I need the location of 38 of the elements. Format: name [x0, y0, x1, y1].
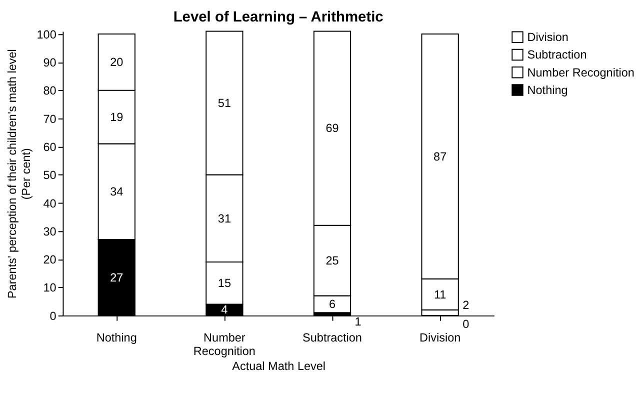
data-label: 25: [326, 254, 340, 268]
y-tick-label: 20: [43, 254, 57, 267]
y-tick-label: 0: [50, 310, 57, 323]
data-label: 87: [434, 150, 447, 164]
y-tick-label: 50: [43, 169, 57, 182]
x-tick-label: Number Recognition: [193, 331, 256, 358]
legend-label: Number Recognition: [527, 66, 634, 80]
data-label: 0: [462, 318, 470, 332]
y-tick-label: 10: [43, 282, 57, 295]
chart-title: Level of Learning – Arithmetic: [173, 9, 384, 26]
y-tick-label: 70: [43, 112, 57, 126]
y-tick-label: 90: [43, 56, 57, 70]
y-tick-label: 100: [36, 28, 57, 42]
y-tick-label: 30: [43, 225, 57, 238]
data-label: 6: [328, 298, 336, 312]
data-label: 1: [354, 315, 362, 328]
data-label: 51: [218, 96, 231, 110]
y-tick-label: 40: [43, 197, 57, 210]
y-axis-title: Parents' perception of their children's math level (Per cent): [6, 49, 33, 299]
data-label: 2: [462, 298, 470, 312]
data-label: 34: [110, 186, 124, 199]
data-label: 15: [218, 277, 232, 290]
x-tick-label: Subtraction: [302, 331, 362, 344]
x-axis-title: Actual Math Level: [232, 360, 326, 373]
x-tick-label: Division: [419, 331, 461, 344]
legend-label: Division: [527, 31, 568, 44]
data-label: 4: [221, 304, 228, 317]
x-tick-label: Nothing: [96, 331, 137, 344]
data-label: 20: [110, 56, 124, 70]
data-label: 31: [218, 212, 231, 226]
y-tick-label: 60: [43, 141, 57, 154]
y-tick-label: 80: [43, 84, 57, 98]
data-label: 19: [110, 110, 124, 124]
data-label: 69: [326, 122, 339, 136]
legend-label: Nothing: [527, 84, 568, 97]
data-label: 27: [110, 271, 124, 284]
legend-label: Subtraction: [527, 48, 587, 62]
data-label: 11: [434, 288, 446, 302]
